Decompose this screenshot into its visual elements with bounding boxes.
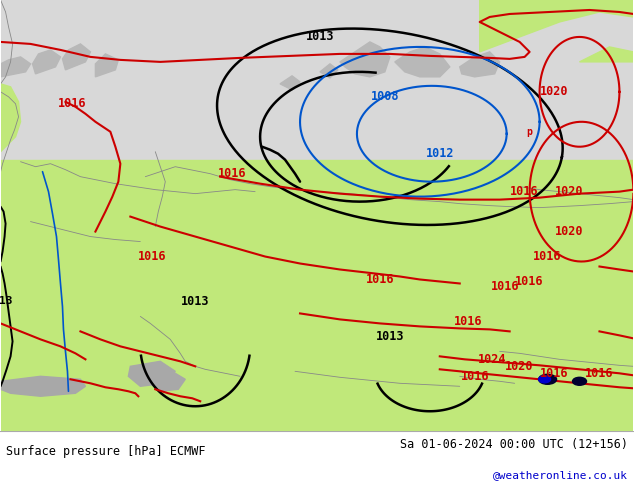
- Polygon shape: [128, 361, 175, 386]
- Text: 1016: 1016: [515, 275, 544, 288]
- Text: 1016: 1016: [58, 98, 87, 110]
- Ellipse shape: [539, 376, 550, 383]
- Text: 1013: 1013: [181, 295, 209, 308]
- Text: 1016: 1016: [138, 250, 167, 263]
- Polygon shape: [95, 54, 119, 77]
- Text: @weatheronline.co.uk: @weatheronline.co.uk: [493, 470, 628, 480]
- Bar: [1, 160, 633, 431]
- Polygon shape: [340, 42, 390, 77]
- Polygon shape: [63, 44, 91, 70]
- Polygon shape: [32, 50, 60, 74]
- Text: 1013: 1013: [306, 30, 334, 44]
- Ellipse shape: [539, 374, 557, 384]
- Polygon shape: [1, 376, 86, 396]
- Text: 1016: 1016: [585, 367, 614, 380]
- Text: 1016: 1016: [533, 250, 562, 263]
- Text: 1013: 1013: [375, 330, 404, 343]
- Text: p: p: [527, 127, 533, 137]
- Bar: [1, 0, 633, 160]
- Text: Surface pressure [hPa] ECMWF: Surface pressure [hPa] ECMWF: [6, 445, 206, 458]
- Text: 13: 13: [0, 296, 12, 306]
- Text: 1016: 1016: [510, 185, 539, 198]
- Polygon shape: [1, 92, 13, 122]
- Polygon shape: [1, 57, 30, 77]
- Text: 1024: 1024: [477, 353, 506, 366]
- Text: 1016: 1016: [218, 167, 247, 180]
- Polygon shape: [460, 52, 500, 77]
- Polygon shape: [320, 64, 338, 78]
- Polygon shape: [395, 47, 450, 77]
- Text: Sa 01-06-2024 00:00 UTC (12+156): Sa 01-06-2024 00:00 UTC (12+156): [399, 438, 628, 451]
- Text: 1016: 1016: [366, 273, 394, 286]
- Text: 1016: 1016: [460, 370, 489, 383]
- Text: 1016: 1016: [540, 367, 569, 380]
- Text: 1008: 1008: [371, 90, 399, 103]
- Text: 1020: 1020: [505, 360, 534, 373]
- Polygon shape: [579, 47, 633, 62]
- Polygon shape: [280, 76, 300, 90]
- Ellipse shape: [573, 377, 586, 385]
- Polygon shape: [480, 0, 633, 52]
- Text: 1012: 1012: [425, 147, 454, 160]
- Text: 1020: 1020: [555, 225, 584, 238]
- Text: 1016: 1016: [491, 280, 519, 293]
- Polygon shape: [152, 373, 185, 392]
- Polygon shape: [1, 84, 20, 152]
- Text: 1020: 1020: [555, 185, 584, 198]
- Text: 1016: 1016: [453, 315, 482, 328]
- Text: 1020: 1020: [540, 85, 569, 98]
